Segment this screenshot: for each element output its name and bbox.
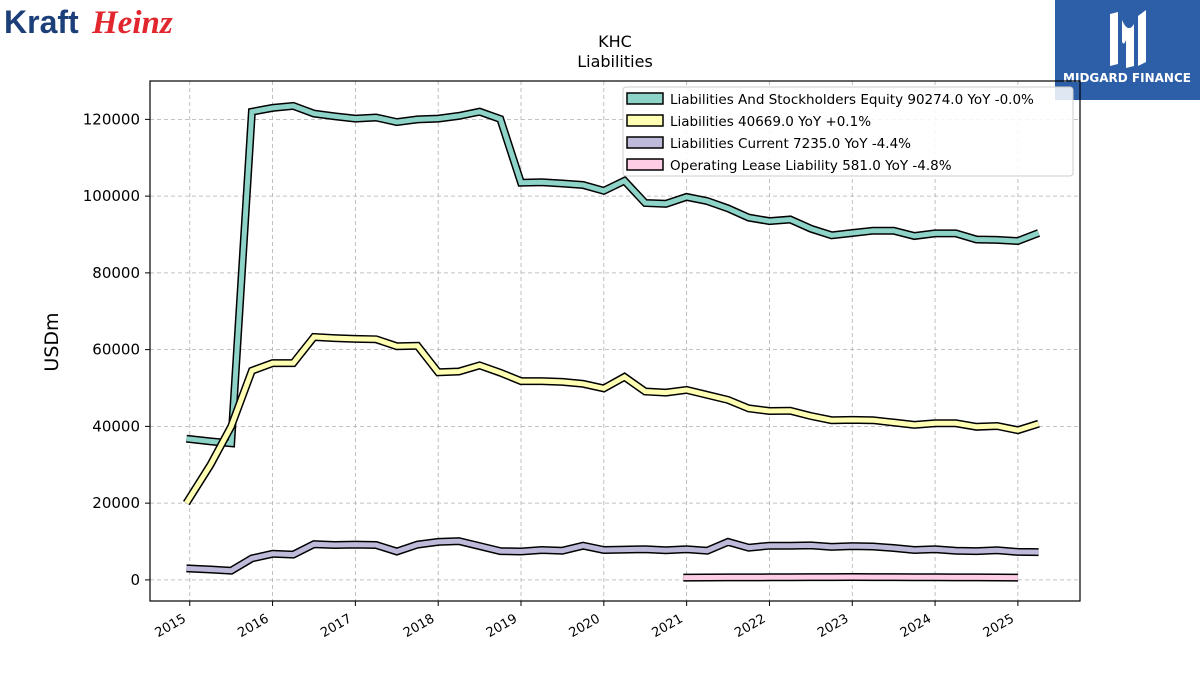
logo-heinz-text: Heinz: [91, 5, 173, 41]
series-line: [186, 103, 1040, 447]
x-tick-label: 2020: [567, 611, 603, 641]
y-tick-label: 100000: [83, 187, 140, 205]
y-tick-label: 120000: [83, 110, 140, 128]
x-tick-label: 2024: [898, 611, 934, 641]
grid-lines: [150, 81, 1080, 601]
series-2: [186, 537, 1039, 575]
x-tick-label: 2019: [484, 611, 520, 641]
series-layer: [183, 101, 1041, 582]
series-line: [184, 334, 1040, 505]
y-tick-label: 20000: [92, 494, 140, 512]
logo-kraft-text: Kraft: [4, 4, 79, 40]
x-tick-label: 2023: [815, 611, 851, 641]
kraft-heinz-logo-image: Kraft Heinz: [4, 4, 173, 41]
x-axis-ticks: 2015 2016 2017 2018 2019 2020 2021 2022 2023 2024…: [153, 601, 1019, 641]
x-tick-label: 2021: [649, 611, 685, 641]
midgard-finance-emblem: MIDGARD FINANCE: [1055, 0, 1200, 100]
series-0: [185, 101, 1041, 448]
plot-area-frame: [149, 80, 1081, 602]
legend-label: Liabilities And Stockholders Equity 9027…: [670, 92, 1034, 108]
x-tick-label: 2015: [153, 611, 189, 641]
y-tick-label: 40000: [92, 417, 140, 435]
legend-label: Liabilities 40669.0 YoY +0.1%: [670, 114, 871, 130]
y-tick-label: 60000: [92, 341, 140, 359]
legend-swatch: [626, 158, 664, 171]
x-tick-label: 2025: [981, 611, 1017, 641]
series-1: [183, 332, 1040, 506]
chart-subtitle: Liabilities: [577, 52, 653, 71]
legend: Liabilities And Stockholders Equity 9027…: [622, 86, 1074, 177]
y-tick-label: 0: [130, 571, 140, 589]
legend-swatch: [626, 136, 664, 149]
legend-box: [622, 86, 1074, 177]
x-tick-label: 2022: [732, 611, 768, 641]
series-line: [186, 538, 1039, 574]
legend-label: Operating Lease Liability 581.0 YoY -4.8…: [670, 158, 952, 174]
legend-label: Liabilities Current 7235.0 YoY -4.4%: [670, 136, 911, 152]
midgard-finance-text: MIDGARD FINANCE: [1063, 71, 1191, 85]
legend-swatch: [626, 92, 664, 105]
x-tick-label: 2016: [235, 611, 271, 641]
y-axis-label: USDm: [41, 312, 63, 371]
legend-swatch: [626, 114, 664, 127]
series-3: [683, 572, 1018, 582]
series-line-outline: [183, 332, 1040, 506]
y-axis-ticks: 0 20000 40000 60000 80000 100000 120000: [83, 110, 150, 589]
y-tick-label: 80000: [92, 264, 140, 282]
x-tick-label: 2018: [401, 611, 437, 641]
midgard-finance-logo: MIDGARD FINANCE: [1055, 0, 1200, 100]
kraft-heinz-logo: Kraft Heinz: [4, 2, 204, 44]
x-tick-label: 2017: [318, 611, 354, 641]
series-line: [683, 574, 1018, 581]
chart-title: KHC: [598, 32, 632, 51]
